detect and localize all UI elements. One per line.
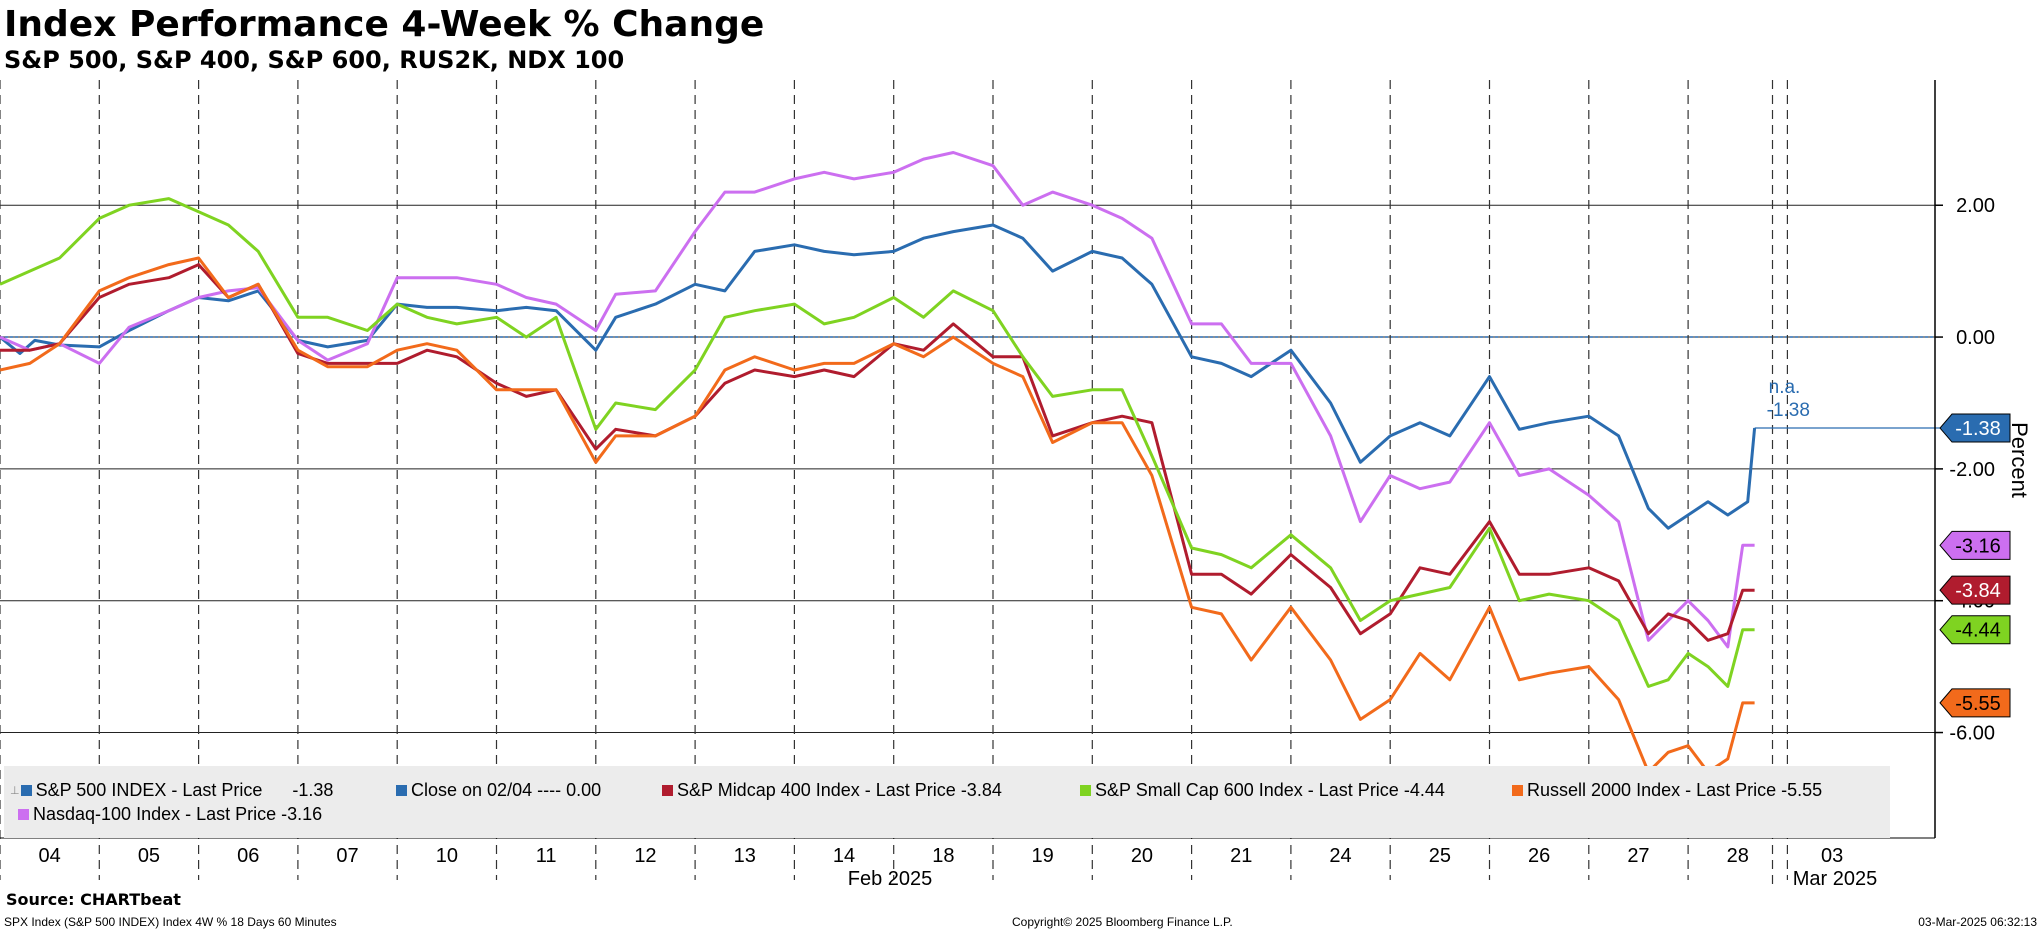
footer-left: SPX Index (S&P 500 INDEX) Index 4W % 18 … (4, 915, 337, 929)
x-tick-label: 24 (1329, 845, 1351, 867)
x-tick-label: 27 (1627, 845, 1649, 867)
footer-timestamp: 03-Mar-2025 06:32:13 (1918, 915, 2037, 929)
footer-copyright: Copyright© 2025 Bloomberg Finance L.P. (1012, 915, 1233, 929)
legend-swatch (396, 785, 407, 796)
x-tick-label: 06 (237, 845, 259, 867)
source-note: Source: CHARTbeat (6, 890, 181, 909)
annotation-value: -1.38 (1767, 400, 1810, 421)
x-tick-label: 14 (833, 845, 855, 867)
value-tag-label: -4.44 (1955, 620, 2001, 642)
value-tag-label: -3.84 (1955, 580, 2001, 602)
value-tag (1939, 615, 2011, 645)
chart-title: Index Performance 4-Week % Change (4, 4, 765, 45)
legend-item: Close on 02/04 ---- 0.00 (396, 780, 601, 801)
x-tick-label: 13 (734, 845, 756, 867)
legend-swatch (18, 809, 29, 820)
value-tag (1939, 688, 2011, 718)
x-tick-label: 12 (634, 845, 656, 867)
value-tag-label: -1.38 (1955, 418, 2001, 440)
legend-item: S&P Midcap 400 Index - Last Price -3.84 (662, 780, 1002, 801)
legend-swatch (20, 785, 32, 796)
x-month-label: Feb 2025 (848, 868, 933, 890)
x-tick-label: 18 (932, 845, 954, 867)
legend-label: S&P Small Cap 600 Index - Last Price -4.… (1095, 780, 1445, 800)
chart-subtitle: S&P 500, S&P 400, S&P 600, RUS2K, NDX 10… (4, 46, 625, 74)
day-separators (0, 80, 1789, 890)
value-tag (1939, 413, 2011, 443)
series-line (0, 197, 1755, 688)
last-value-tags: -1.38 -3.16 -3.84 -4.44 -5.55 (1939, 413, 2011, 718)
legend-item: Nasdaq-100 Index - Last Price -3.16 (18, 804, 322, 825)
annotation-na: n.a. (1769, 377, 1801, 398)
legend-swatch (1080, 785, 1091, 796)
legend-label: S&P 500 INDEX - Last Price -1.38 (35, 780, 334, 800)
series-lines (0, 151, 1940, 774)
legend-item: ⊥ S&P 500 INDEX - Last Price -1.38 (10, 780, 333, 801)
legend-label: Nasdaq-100 Index - Last Price -3.16 (33, 804, 323, 824)
legend-label: S&P Midcap 400 Index - Last Price -3.84 (677, 780, 1002, 800)
legend-swatch (662, 785, 673, 796)
x-tick-label: 25 (1429, 845, 1451, 867)
legend-marker-icon: ⊥ (10, 785, 20, 797)
value-tag (1939, 530, 2011, 560)
legend-item: Russell 2000 Index - Last Price -5.55 (1512, 780, 1822, 801)
legend-swatch (1512, 785, 1523, 796)
series-line (0, 151, 1755, 649)
x-month-label: Mar 2025 (1793, 868, 1878, 890)
x-tick-label: 07 (336, 845, 358, 867)
y-tick-label: 0.00 (1956, 327, 1995, 349)
x-tick-label: 11 (536, 845, 557, 867)
value-tag (1939, 575, 2011, 605)
x-tick-label: 03 (1821, 845, 1843, 867)
y-tick-label: 2.00 (1956, 195, 1995, 217)
x-tick-label: 04 (39, 845, 61, 867)
x-tick-label: 05 (138, 845, 160, 867)
x-tick-label: 20 (1131, 845, 1153, 867)
x-axis: 04 05 06 07 10 11 12 13 14 18 19 20 21 24 25 26 27 28 03 Fe… (0, 837, 1935, 890)
series-line (0, 256, 1755, 774)
legend-label: Russell 2000 Index - Last Price -5.55 (1527, 780, 1823, 800)
legend-item: S&P Small Cap 600 Index - Last Price -4.… (1080, 780, 1445, 801)
x-tick-label: 19 (1032, 845, 1054, 867)
x-tick-label: 21 (1230, 845, 1252, 867)
value-tag-label: -5.55 (1955, 693, 2001, 715)
x-tick-label: 28 (1727, 845, 1749, 867)
y-axis-label: Percent (2007, 422, 2032, 498)
value-tag-label: -3.16 (1955, 535, 2001, 557)
plot-area (0, 80, 1935, 838)
x-tick-label: 10 (436, 845, 458, 867)
annotation: n.a.-1.38 (1767, 377, 1810, 421)
legend: ⊥ S&P 500 INDEX - Last Price -1.38 Close o… (4, 766, 1890, 838)
legend-label: Close on 02/04 ---- 0.00 (411, 780, 602, 800)
y-tick-label: -6.00 (1949, 723, 1995, 745)
y-tick-label: -2.00 (1949, 459, 1995, 481)
plot-background (0, 80, 1935, 838)
x-tick-label: 26 (1528, 845, 1550, 867)
